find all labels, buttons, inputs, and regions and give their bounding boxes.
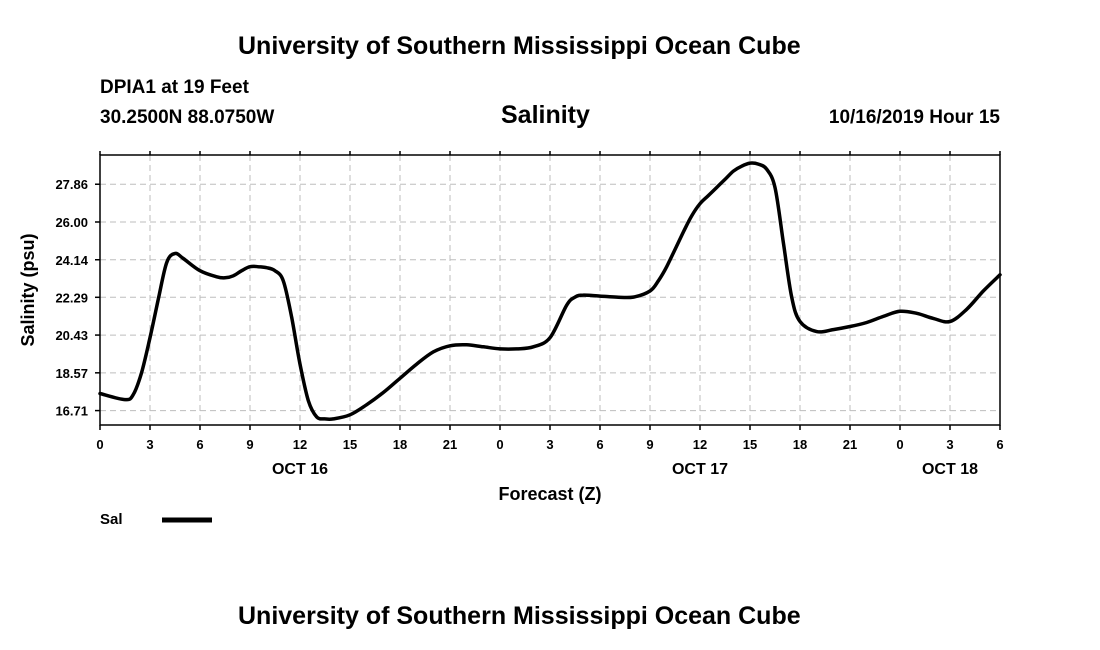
x-tick-label: 0 [96, 437, 103, 452]
x-tick-label: 3 [546, 437, 553, 452]
date-label: OCT 17 [672, 461, 728, 478]
y-tick-label: 27.86 [55, 177, 88, 192]
y-tick-label: 20.43 [55, 328, 88, 343]
x-tick-label: 18 [393, 437, 407, 452]
y-tick-label: 26.00 [55, 215, 88, 230]
timestamp-label: 10/16/2019 Hour 15 [828, 107, 1000, 128]
x-tick-label: 12 [293, 437, 307, 452]
x-tick-label: 3 [946, 437, 953, 452]
x-tick-label: 12 [693, 437, 707, 452]
page-title-bottom: University of Southern Mississippi Ocean… [238, 602, 801, 630]
series-line-sal [98, 161, 1002, 422]
x-tick-label: 6 [596, 437, 603, 452]
x-tick-label: 9 [246, 437, 253, 452]
chart-title: Salinity [501, 101, 590, 129]
x-tick-label: 21 [843, 437, 857, 452]
x-tick-label: 3 [146, 437, 153, 452]
x-tick-label: 0 [896, 437, 903, 452]
legend-label-sal: Sal [100, 511, 123, 528]
x-axis-label: Forecast (Z) [498, 484, 601, 504]
x-tick-label: 15 [743, 437, 757, 452]
x-tick-label: 0 [496, 437, 503, 452]
x-tick-label: 6 [196, 437, 203, 452]
x-tick-label: 21 [443, 437, 457, 452]
date-label: OCT 18 [922, 461, 978, 478]
y-tick-label: 18.57 [55, 366, 88, 381]
x-tick-label: 15 [343, 437, 357, 452]
x-tick-label: 18 [793, 437, 807, 452]
x-tick-label: 6 [996, 437, 1003, 452]
x-tick-label: 9 [646, 437, 653, 452]
date-label: OCT 16 [272, 461, 328, 478]
station-label: DPIA1 at 19 Feet [100, 77, 249, 98]
y-tick-label: 22.29 [55, 290, 88, 305]
y-tick-label: 24.14 [55, 253, 88, 268]
page-title-top: University of Southern Mississippi Ocean… [238, 32, 801, 60]
y-tick-label: 16.71 [55, 404, 88, 419]
y-axis-label: Salinity (psu) [18, 233, 38, 346]
coordinates-label: 30.2500N 88.0750W [100, 107, 275, 128]
